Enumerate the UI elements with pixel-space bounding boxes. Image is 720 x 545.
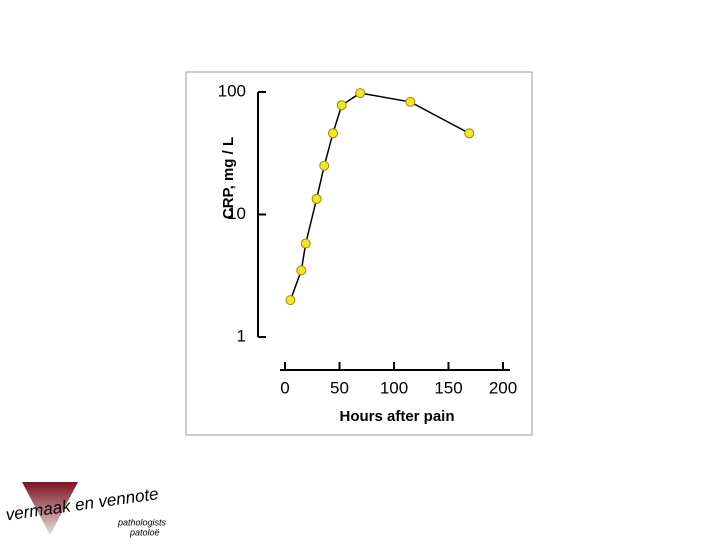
y-tick-label: 10 xyxy=(227,204,246,223)
x-tick-label: 50 xyxy=(330,378,349,397)
logo-line1: pathologists xyxy=(117,517,167,527)
logo-triangle xyxy=(22,482,78,535)
y-tick-label: 100 xyxy=(218,81,246,100)
data-point xyxy=(355,88,366,99)
logo: vermaak en vennote pathologists patoloë xyxy=(5,482,167,537)
x-tick-label: 100 xyxy=(380,378,408,397)
y-axis-label: CRP, mg / L xyxy=(220,137,237,219)
x-tick-label: 150 xyxy=(434,378,462,397)
data-point xyxy=(319,160,330,171)
data-point xyxy=(327,128,338,139)
x-tick-label: 0 xyxy=(280,378,289,397)
data-point xyxy=(311,193,322,204)
y-tick-label: 1 xyxy=(237,326,246,345)
data-point xyxy=(296,265,307,276)
data-point xyxy=(300,238,311,249)
x-axis-label: Hours after pain xyxy=(339,408,454,425)
data-line xyxy=(289,92,470,301)
data-point xyxy=(464,128,475,139)
chart-frame xyxy=(185,71,533,436)
data-point xyxy=(285,295,296,306)
logo-line2: patoloë xyxy=(129,527,160,537)
x-tick-label: 200 xyxy=(489,378,517,397)
data-point xyxy=(336,100,347,111)
data-point xyxy=(405,96,416,107)
